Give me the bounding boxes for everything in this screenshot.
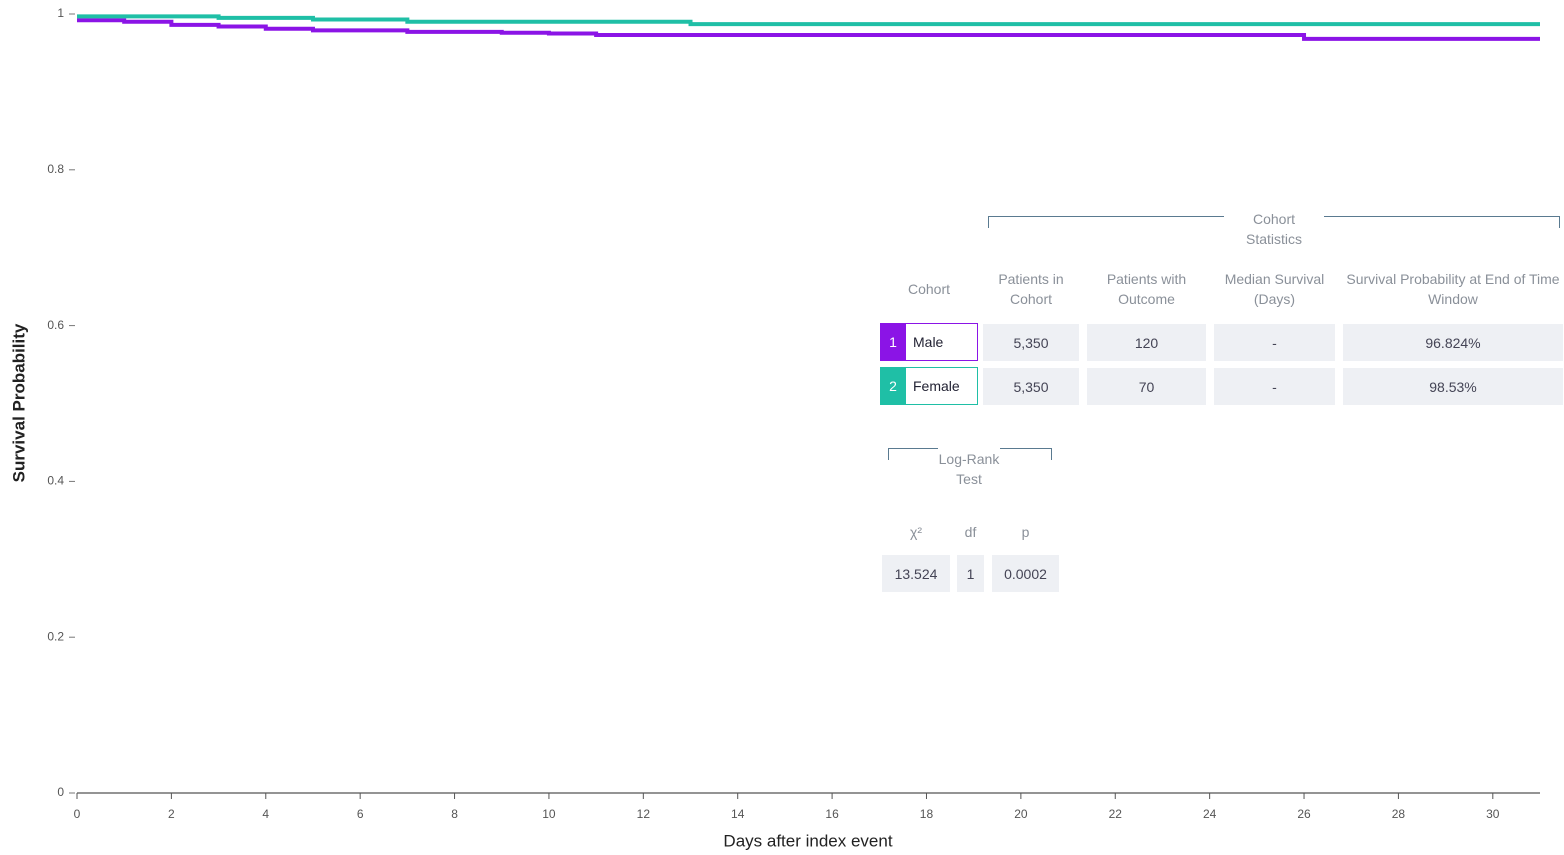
y-tick-label: 1: [57, 6, 64, 20]
x-tick-label: 0: [74, 807, 81, 821]
stat-cell: -: [1214, 368, 1335, 405]
y-tick-label: 0.4: [47, 474, 64, 488]
column-header: Cohort: [907, 281, 951, 297]
x-tick-label: 2: [168, 807, 175, 821]
x-tick-label: 4: [262, 807, 269, 821]
stat-cell: 5,350: [983, 324, 1079, 361]
log-rank-header: χ²: [909, 524, 922, 540]
column-header: Patients with Outcome: [1106, 271, 1187, 307]
log-rank-value: 1: [957, 555, 984, 592]
stat-cell: -: [1214, 324, 1335, 361]
log-rank-title: Log-Rank Test: [938, 438, 1000, 500]
x-tick-label: 28: [1392, 807, 1406, 821]
stat-cell: 120: [1087, 324, 1206, 361]
cohort-name: Female: [905, 367, 978, 405]
x-tick-label: 24: [1203, 807, 1217, 821]
x-tick-label: 6: [357, 807, 364, 821]
x-tick-label: 22: [1109, 807, 1123, 821]
y-axis-label: Survival Probability: [9, 323, 28, 482]
log-rank-value: 13.524: [882, 555, 950, 592]
survival-curve: [77, 14, 1540, 27]
group-title: Cohort Statistics: [1224, 208, 1324, 250]
x-tick-label: 26: [1297, 807, 1311, 821]
x-tick-label: 10: [542, 807, 556, 821]
x-tick-label: 14: [731, 807, 745, 821]
survival-curve: [77, 18, 1540, 41]
log-rank-value: 0.0002: [992, 555, 1059, 592]
stat-cell: 70: [1087, 368, 1206, 405]
x-tick-label: 16: [825, 807, 839, 821]
log-rank-header: df: [964, 524, 977, 540]
column-header: Survival Probability at End of Time Wind…: [1346, 271, 1560, 307]
x-tick-label: 18: [920, 807, 934, 821]
y-tick-label: 0.6: [47, 318, 64, 332]
x-tick-label: 8: [451, 807, 458, 821]
cohort-id: 1: [880, 323, 906, 361]
x-tick-label: 12: [637, 807, 651, 821]
y-tick-label: 0: [57, 785, 64, 799]
cohort-name: Male: [905, 323, 978, 361]
column-header: Patients in Cohort: [998, 271, 1064, 307]
cohort-id: 2: [880, 367, 906, 405]
x-axis-label: Days after index event: [723, 831, 892, 850]
column-header: Median Survival (Days): [1224, 271, 1325, 307]
y-tick-label: 0.8: [47, 162, 64, 176]
x-tick-label: 30: [1486, 807, 1500, 821]
stat-cell: 96.824%: [1343, 324, 1563, 361]
stat-cell: 5,350: [983, 368, 1079, 405]
stat-cell: 98.53%: [1343, 368, 1563, 405]
log-rank-header: p: [1021, 524, 1030, 540]
y-tick-label: 0.2: [47, 629, 64, 643]
x-tick-label: 20: [1014, 807, 1028, 821]
